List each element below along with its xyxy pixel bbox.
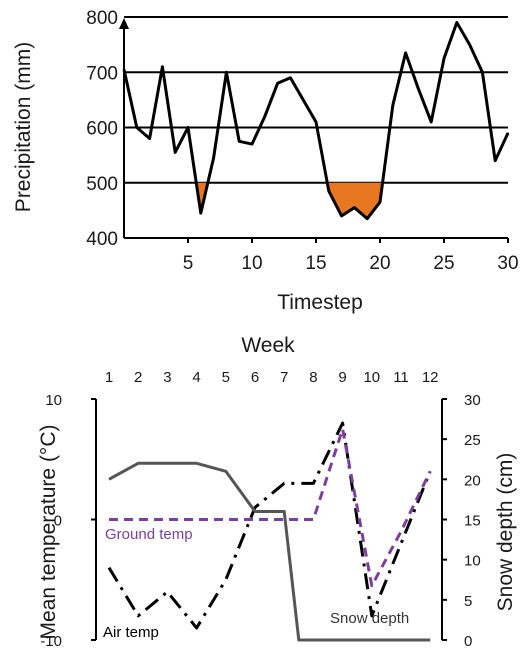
c1-data-point <box>289 77 291 79</box>
c2-right-tick-label: 20 <box>464 472 481 489</box>
c2-left-tick-label: 10 <box>45 392 62 409</box>
c1-x-tick-label: 10 <box>241 253 262 274</box>
c2-week-tick-label: 11 <box>393 369 409 386</box>
c1-data-point <box>161 66 163 68</box>
c1-data-point <box>443 57 445 60</box>
c1-data-point <box>187 126 189 129</box>
c1-y-tick-label: 500 <box>86 174 118 195</box>
ground-temp-line <box>109 427 432 588</box>
ground-temp-label: Ground temp <box>105 526 193 543</box>
c2-axes <box>91 398 447 641</box>
c2-right-tick-label: 15 <box>464 513 481 530</box>
c1-data-point <box>251 143 253 145</box>
c1-shaded-area <box>327 182 383 219</box>
c2-right-tick-label: 5 <box>464 593 472 610</box>
c1-data-point <box>225 71 227 73</box>
c1-data-point <box>405 52 407 54</box>
c1-data-point <box>200 212 202 214</box>
c1-y-tick-label: 400 <box>86 229 118 250</box>
c1-x-tick-label: 30 <box>497 253 518 274</box>
c1-y-tick-labels: 400 500 600 700 800 <box>86 8 118 250</box>
air-temp-label: Air temp <box>103 624 159 641</box>
c1-data-point <box>494 160 496 162</box>
c1-x-tick-label: 15 <box>305 253 326 274</box>
c2-week-tick-label: 8 <box>309 369 317 386</box>
c1-data-point <box>469 44 471 46</box>
c2-left-axis-label: Mean temperature (°C) <box>37 425 60 640</box>
precipitation-chart: 400 500 600 700 800 5 10 15 20 25 30 Timestep Pre… <box>12 8 519 314</box>
c2-series-lines <box>107 421 432 642</box>
c1-data-point <box>417 88 419 90</box>
c2-week-tick-label: 12 <box>422 369 439 386</box>
c1-x-tick-labels: 5 10 15 20 25 30 <box>183 253 519 274</box>
c1-y-tick-label: 700 <box>86 63 118 84</box>
c1-x-tick-label: 20 <box>369 253 390 274</box>
c2-week-tick-labels: 1 2 3 4 5 6 7 8 9 10 11 12 <box>105 369 439 386</box>
c1-data-point <box>366 218 368 220</box>
c2-right-tick-labels: 0 5 10 15 20 25 30 <box>464 392 481 650</box>
c1-data-point <box>328 190 330 192</box>
c2-week-tick-label: 3 <box>163 369 171 386</box>
c2-week-tick-label: 1 <box>105 369 113 386</box>
c1-data-point <box>213 157 215 159</box>
c2-right-tick-label: 30 <box>464 392 481 409</box>
c1-x-tick-label: 25 <box>433 253 454 274</box>
c1-data-point <box>149 137 151 140</box>
c1-y-axis-arrow <box>119 18 129 29</box>
c2-left-tick-label: 0 <box>54 513 62 530</box>
c1-data-point <box>456 21 458 24</box>
c2-week-tick-label: 6 <box>251 369 259 386</box>
c1-data-point <box>430 121 432 123</box>
air-temp-line <box>107 421 432 630</box>
c2-week-label: Week <box>241 334 295 357</box>
c1-data-point <box>264 115 266 118</box>
c1-series-line <box>122 21 510 221</box>
c2-week-tick-label: 5 <box>222 369 230 386</box>
c1-data-point <box>341 215 343 217</box>
c2-week-tick-label: 4 <box>192 369 200 386</box>
c1-y-tick-label: 600 <box>86 119 118 140</box>
c1-data-point <box>277 82 279 84</box>
c1-data-point <box>315 121 317 123</box>
c1-data-point <box>353 207 355 209</box>
c2-left-tick-labels: -10 0 10 <box>40 392 62 650</box>
c2-week-tick-label: 2 <box>134 369 142 386</box>
c1-data-point <box>174 151 176 153</box>
c1-data-point <box>481 71 483 73</box>
snow-depth-label: Snow depth <box>330 610 409 627</box>
c2-right-tick-label: 0 <box>464 633 472 650</box>
c2-right-tick-label: 25 <box>464 432 481 449</box>
c1-data-point <box>379 201 381 203</box>
c1-data-point <box>392 104 394 106</box>
c2-right-axis-label: Snow depth (cm) <box>494 453 517 612</box>
snow-depth-line <box>108 461 431 642</box>
c1-data-point <box>136 126 138 129</box>
c1-y-axis-label: Precipitation (mm) <box>12 42 35 212</box>
c1-x-axis-label: Timestep <box>277 291 363 314</box>
c2-week-tick-label: 7 <box>280 369 288 386</box>
c1-series-path <box>122 21 510 221</box>
c2-right-tick-label: 10 <box>464 553 481 570</box>
c1-x-tick-label: 5 <box>183 253 194 274</box>
c1-data-point <box>302 99 304 101</box>
c1-y-tick-label: 800 <box>86 8 118 29</box>
c2-left-tick-label: -10 <box>40 633 62 650</box>
c2-week-tick-label: 10 <box>363 369 380 386</box>
c1-below-threshold-area <box>196 182 383 219</box>
c1-data-point <box>238 140 240 142</box>
c1-axes <box>119 18 509 243</box>
c2-week-tick-label: 9 <box>338 369 346 386</box>
c1-data-point <box>507 132 509 134</box>
